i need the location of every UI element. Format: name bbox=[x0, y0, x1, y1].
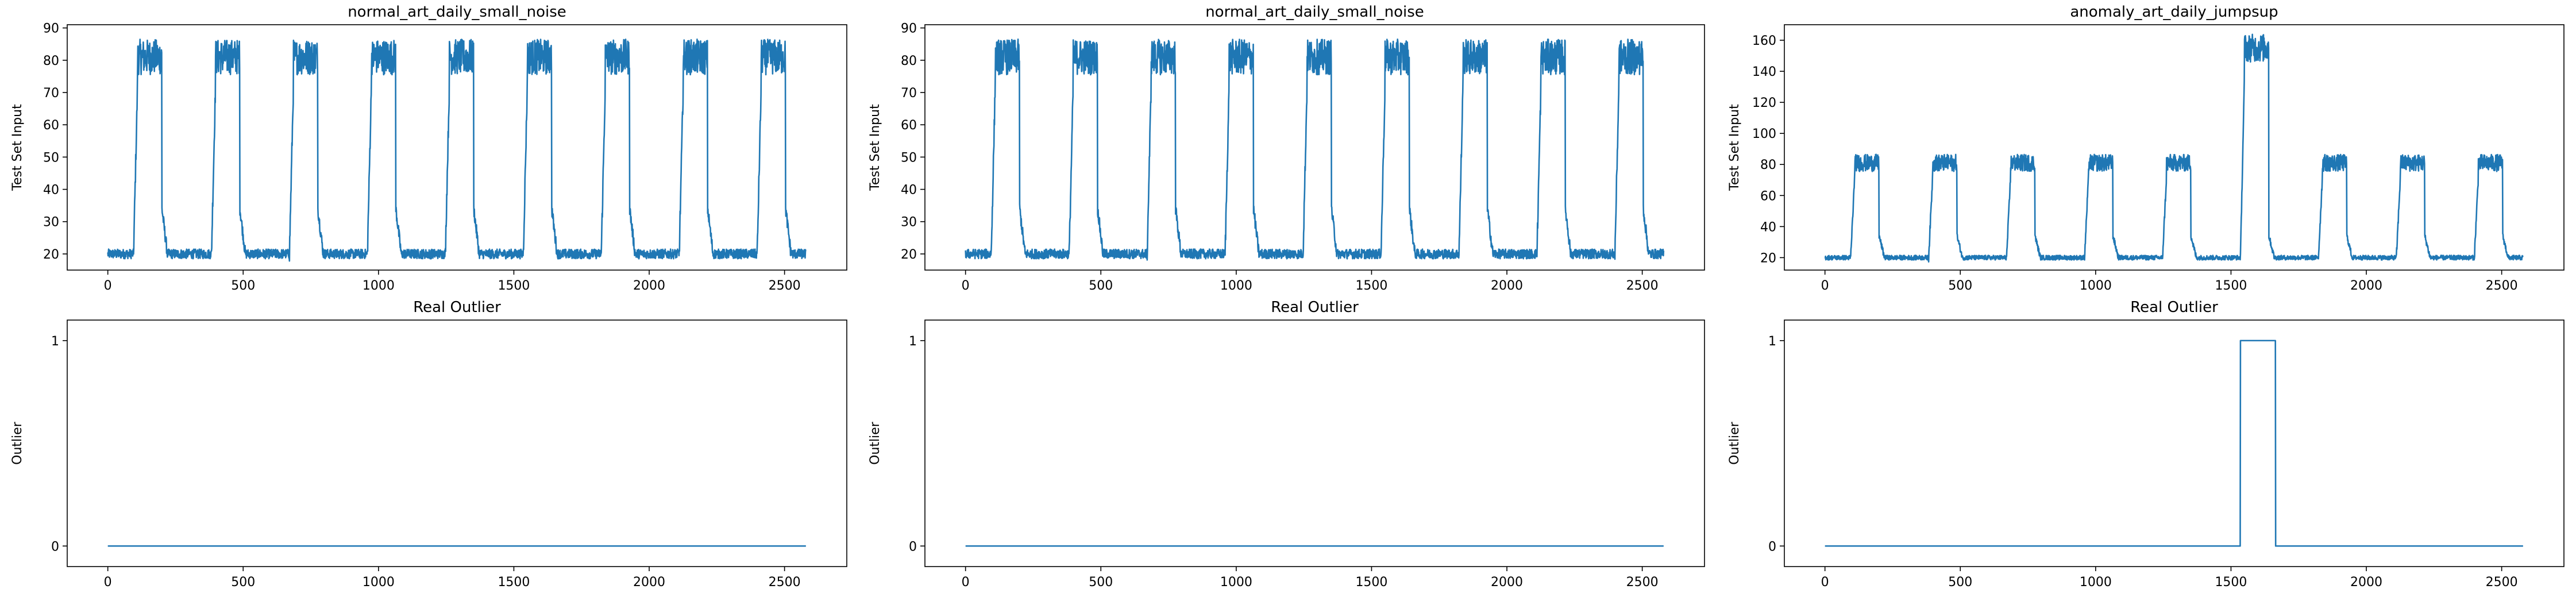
x-tick-label: 500 bbox=[1089, 279, 1113, 293]
y-tick-label: 100 bbox=[1752, 127, 1776, 141]
y-tick-label: 120 bbox=[1752, 96, 1776, 110]
x-tick-label: 2000 bbox=[633, 279, 665, 293]
subplot-title: normal_art_daily_small_noise bbox=[1205, 3, 1424, 21]
x-tick-label: 1500 bbox=[2215, 575, 2247, 590]
x-tick-label: 500 bbox=[231, 575, 255, 590]
subplot-2: 0 500 1000 1500 2000 2500 20 30 40 50 60 70 80 90 norm… bbox=[868, 3, 1705, 293]
subplot-title: anomaly_art_daily_jumpsup bbox=[2070, 3, 2278, 21]
y-axis-label: Outlier bbox=[10, 421, 25, 465]
axes-frame bbox=[67, 24, 847, 271]
series-line bbox=[965, 38, 1665, 261]
axes-frame bbox=[924, 319, 1705, 567]
series-line bbox=[107, 38, 807, 262]
x-tick-label: 2000 bbox=[633, 575, 665, 590]
x-tick-label: 500 bbox=[1948, 575, 1972, 590]
axes-frame bbox=[67, 319, 847, 567]
x-tick-label: 1000 bbox=[363, 279, 395, 293]
y-tick-label: 40 bbox=[43, 183, 59, 198]
subplot-1: 0 500 1000 1500 2000 2500 20 30 40 50 60 70 80 90 norm… bbox=[10, 3, 847, 293]
y-axis-label: Outlier bbox=[1727, 421, 1742, 465]
x-tick-label: 1000 bbox=[363, 575, 395, 590]
x-tick-label: 500 bbox=[1948, 279, 1972, 293]
x-tick-label: 2000 bbox=[1491, 575, 1523, 590]
x-tick-label: 2000 bbox=[2350, 279, 2382, 293]
y-tick-label: 40 bbox=[901, 183, 917, 198]
subplot-title: Real Outlier bbox=[1271, 299, 1359, 316]
subplot-title: Real Outlier bbox=[413, 299, 501, 316]
y-tick-label: 70 bbox=[901, 86, 917, 101]
y-tick-label: 0 bbox=[51, 540, 59, 554]
y-tick-label: 90 bbox=[901, 22, 917, 36]
y-tick-label: 0 bbox=[909, 540, 917, 554]
subplot-6: 0 500 1000 1500 2000 2500 0 1 Real Outlier Outlie… bbox=[1727, 299, 2565, 590]
y-tick-label: 1 bbox=[1768, 334, 1776, 349]
x-tick-label: 0 bbox=[104, 279, 112, 293]
y-tick-label: 60 bbox=[1760, 189, 1776, 203]
y-tick-label: 80 bbox=[43, 54, 59, 68]
x-tick-label: 0 bbox=[962, 575, 970, 590]
y-tick-label: 0 bbox=[1768, 540, 1776, 554]
x-tick-label: 2500 bbox=[769, 575, 801, 590]
y-tick-label: 20 bbox=[43, 248, 59, 262]
y-axis-label: Test Set Input bbox=[10, 104, 25, 191]
y-tick-label: 160 bbox=[1752, 34, 1776, 48]
subplot-3: 0 500 1000 1500 2000 2500 20 40 60 80 100 120 140 160… bbox=[1727, 3, 2565, 293]
x-tick-label: 1500 bbox=[1355, 575, 1387, 590]
y-tick-label: 1 bbox=[909, 334, 917, 349]
x-tick-label: 1000 bbox=[1220, 279, 1252, 293]
y-tick-label: 50 bbox=[901, 151, 917, 165]
x-tick-label: 0 bbox=[104, 575, 112, 590]
x-tick-label: 0 bbox=[1821, 575, 1829, 590]
subplot-title: normal_art_daily_small_noise bbox=[348, 3, 566, 21]
x-tick-label: 0 bbox=[962, 279, 970, 293]
x-tick-label: 1500 bbox=[2215, 279, 2247, 293]
x-tick-label: 2500 bbox=[2486, 279, 2518, 293]
series-line bbox=[1825, 340, 2523, 547]
x-tick-label: 2500 bbox=[2486, 575, 2518, 590]
y-tick-label: 70 bbox=[43, 86, 59, 101]
axes-frame bbox=[924, 24, 1705, 271]
axes-frame bbox=[1784, 319, 2565, 567]
y-tick-label: 80 bbox=[901, 54, 917, 68]
subplot-title: Real Outlier bbox=[2130, 299, 2218, 316]
x-tick-label: 1000 bbox=[2080, 279, 2112, 293]
x-tick-label: 1000 bbox=[2080, 575, 2112, 590]
y-tick-label: 1 bbox=[51, 334, 59, 349]
y-axis-label: Test Set Input bbox=[868, 104, 882, 191]
y-tick-label: 60 bbox=[901, 118, 917, 133]
y-tick-label: 90 bbox=[43, 22, 59, 36]
y-tick-label: 20 bbox=[901, 248, 917, 262]
x-tick-label: 1500 bbox=[498, 575, 530, 590]
x-tick-label: 1000 bbox=[1220, 575, 1252, 590]
x-tick-label: 0 bbox=[1821, 279, 1829, 293]
x-tick-label: 2500 bbox=[1626, 575, 1659, 590]
y-tick-label: 60 bbox=[43, 118, 59, 133]
y-tick-label: 40 bbox=[1760, 220, 1776, 234]
y-tick-label: 20 bbox=[1760, 251, 1776, 265]
y-tick-label: 80 bbox=[1760, 158, 1776, 172]
y-tick-label: 140 bbox=[1752, 65, 1776, 79]
y-axis-label: Outlier bbox=[868, 421, 882, 465]
subplot-5: 0 500 1000 1500 2000 2500 0 1 Real Outlier Outlie… bbox=[868, 299, 1705, 590]
y-tick-label: 30 bbox=[43, 215, 59, 230]
x-tick-label: 2000 bbox=[2350, 575, 2382, 590]
x-tick-label: 1500 bbox=[1355, 279, 1387, 293]
y-tick-label: 30 bbox=[901, 215, 917, 230]
x-tick-label: 500 bbox=[1089, 575, 1113, 590]
axes-frame bbox=[1784, 24, 2565, 271]
x-tick-label: 500 bbox=[231, 279, 255, 293]
series-line bbox=[1824, 33, 2524, 263]
y-axis-label: Test Set Input bbox=[1727, 104, 1742, 191]
x-tick-label: 2500 bbox=[1626, 279, 1659, 293]
x-tick-label: 2000 bbox=[1491, 279, 1523, 293]
subplot-4: 0 500 1000 1500 2000 2500 0 1 Real Outlier Outlie… bbox=[10, 299, 847, 590]
y-tick-label: 50 bbox=[43, 151, 59, 165]
x-tick-label: 1500 bbox=[498, 279, 530, 293]
x-tick-label: 2500 bbox=[769, 279, 801, 293]
